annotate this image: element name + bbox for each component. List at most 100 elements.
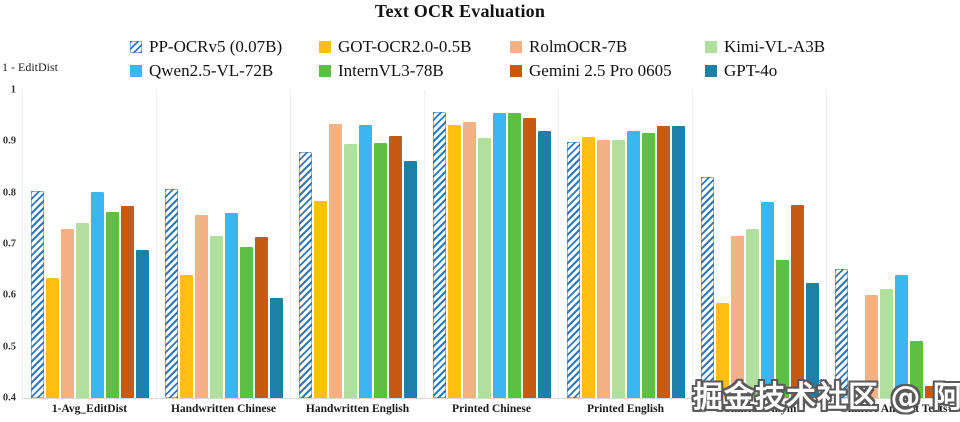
legend-label: Gemini 2.5 Pro 0605 — [529, 61, 672, 80]
bar — [924, 385, 938, 398]
bar-cluster — [827, 268, 960, 398]
bar — [581, 136, 595, 398]
legend-item: GOT-OCR2.0-0.5B — [319, 37, 510, 57]
bar — [105, 211, 119, 398]
bar — [194, 214, 208, 398]
bar — [879, 288, 893, 398]
chart-title: Text OCR Evaluation — [374, 1, 546, 21]
legend-item: GPT-4o — [705, 61, 855, 81]
bar — [522, 118, 536, 398]
category-label: Printed English — [586, 403, 664, 415]
bar — [864, 294, 878, 398]
bar-group: Handwritten English — [291, 90, 425, 415]
bar-cluster — [291, 123, 424, 398]
bar — [566, 142, 580, 398]
bar — [909, 341, 923, 398]
bar — [626, 131, 640, 398]
category-label: Handwritten Chinese — [170, 403, 277, 415]
bar — [790, 205, 804, 398]
bar — [269, 298, 283, 398]
bar — [90, 192, 104, 398]
bar — [30, 190, 44, 398]
bar — [135, 250, 149, 398]
bar — [656, 125, 670, 398]
y-tick-label: 0.5 — [2, 341, 16, 353]
bar — [462, 121, 476, 398]
bar — [805, 282, 819, 398]
bar — [60, 229, 74, 398]
legend-swatch-icon — [130, 41, 142, 53]
y-tick-label: 0.4 — [2, 392, 16, 404]
bar-group: Chinese Pinyin — [693, 90, 827, 415]
bar — [432, 112, 446, 398]
bar — [403, 160, 417, 398]
bar — [388, 136, 402, 398]
bar — [492, 113, 506, 398]
bar — [75, 222, 89, 398]
category-label: 1-Avg_EditDist — [51, 403, 128, 415]
legend-label: PP-OCRv5 (0.07B) — [149, 37, 283, 56]
category-label: Handwritten English — [305, 403, 410, 415]
y-tick-label: 0.9 — [2, 135, 16, 147]
bar — [834, 268, 848, 398]
y-axis-ticks: 1 0.9 0.8 0.7 0.6 0.5 0.4 — [0, 0, 18, 422]
bar — [209, 235, 223, 398]
legend-swatch-icon — [319, 65, 331, 77]
legend-label: Kimi-VL-A3B — [724, 37, 826, 56]
bar — [715, 303, 729, 398]
category-label: Chinese Ancient Texts — [839, 403, 948, 415]
bar — [313, 200, 327, 398]
bar — [671, 125, 685, 398]
bar-cluster — [559, 125, 692, 398]
bar — [239, 246, 253, 398]
bar — [730, 235, 744, 398]
bar-cluster — [23, 190, 156, 398]
bar-group: Chinese Ancient Texts — [827, 90, 960, 415]
bar — [745, 228, 759, 398]
bar-group: Printed Chinese — [425, 90, 559, 415]
bar — [328, 123, 342, 398]
legend-label: Qwen2.5-VL-72B — [149, 61, 274, 80]
category-label: Chinese Pinyin — [722, 403, 797, 415]
y-tick-label: 0.7 — [2, 238, 16, 250]
legend-label: GOT-OCR2.0-0.5B — [338, 37, 472, 56]
bar-group: 1-Avg_EditDist — [23, 90, 157, 415]
bar — [343, 144, 357, 398]
bar — [164, 188, 178, 398]
legend-swatch-icon — [510, 41, 522, 53]
bar — [507, 113, 521, 398]
bar — [358, 124, 372, 398]
bar-cluster — [693, 177, 826, 398]
bar — [45, 277, 59, 398]
watermark: 掘金技术社区 @ 阿杆 — [693, 380, 960, 415]
bar — [611, 139, 625, 398]
bar-cluster — [157, 188, 290, 398]
bar — [760, 201, 774, 398]
legend-item: Gemini 2.5 Pro 0605 — [510, 61, 705, 81]
legend-swatch-icon — [319, 41, 331, 53]
bar — [179, 274, 193, 398]
legend-item: PP-OCRv5 (0.07B) — [130, 37, 319, 57]
y-tick-label: 1 — [10, 84, 16, 96]
category-label: Printed Chinese — [452, 403, 531, 415]
bar — [254, 237, 268, 398]
legend-item: Kimi-VL-A3B — [705, 37, 855, 57]
y-axis-title: 1 - EditDist — [2, 60, 58, 74]
bar — [596, 139, 610, 398]
legend-label: InternVL3-78B — [338, 61, 444, 80]
legend-swatch-icon — [510, 65, 522, 77]
bar — [373, 142, 387, 398]
legend: PP-OCRv5 (0.07B) GOT-OCR2.0-0.5B RolmOCR-7… — [130, 35, 855, 83]
y-tick-label: 0.6 — [2, 289, 16, 301]
bar — [224, 212, 238, 398]
bar — [641, 133, 655, 398]
legend-item: RolmOCR-7B — [510, 37, 705, 57]
bar — [894, 275, 908, 398]
bar — [477, 138, 491, 398]
bar-group: Handwritten Chinese — [157, 90, 291, 415]
legend-item: Qwen2.5-VL-72B — [130, 61, 319, 81]
bar — [298, 152, 312, 398]
y-tick-label: 0.8 — [2, 187, 16, 199]
bar-group: Printed English — [559, 90, 693, 415]
legend-swatch-icon — [705, 65, 717, 77]
